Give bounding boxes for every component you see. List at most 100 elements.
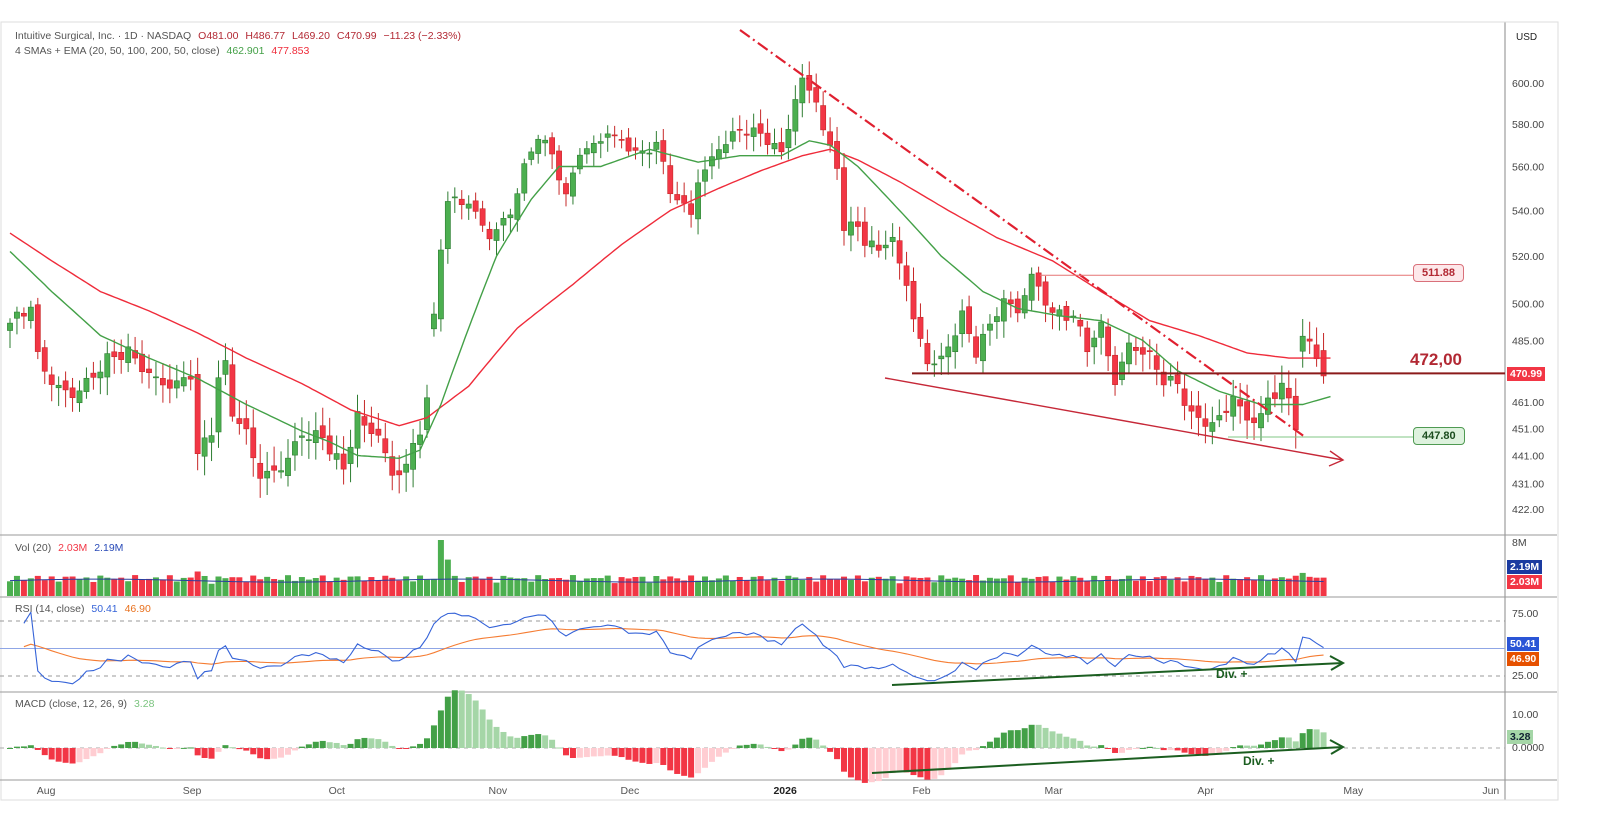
macd-bar [396,748,403,749]
volume-bar [750,576,757,596]
volume-legend[interactable]: Vol (20) 2.03M 2.19M [15,542,127,554]
volume-bar [868,577,875,596]
macd-bar [389,745,396,748]
volume-bar [139,579,146,596]
macd-bar [215,748,222,752]
volume-bar [1223,575,1230,596]
candle [841,167,847,231]
candle [424,397,430,430]
volume-bar [298,577,305,596]
price-axis-label: 580.00 [1512,119,1544,131]
macd-bar [945,748,952,770]
candle [820,105,827,131]
candle [333,453,340,460]
volume-bar [437,540,444,596]
currency-label[interactable]: USD [1516,32,1538,43]
candle [305,439,312,441]
candle [889,236,896,242]
candle [563,183,569,195]
volume-bar [1244,577,1251,596]
rsi-legend[interactable]: RSI (14, close) 50.41 46.90 [15,603,155,615]
candle [451,196,458,199]
volume-bar [236,577,243,596]
macd-divergence-line [871,746,1344,774]
volume-bar [556,578,563,596]
candle [854,221,861,227]
candle [917,316,924,339]
macd-bar [1132,748,1139,749]
rsi-label: RSI (14, close) [15,603,85,615]
candle [660,140,667,162]
candle [458,198,465,205]
candle [1153,355,1160,370]
volume-bar [125,581,132,596]
volume-bar [980,580,986,596]
macd-bar [729,748,736,749]
candle [556,150,562,181]
macd-bar [660,748,667,765]
candle [347,446,354,464]
volume-bar [708,580,715,596]
macd-bar [1042,727,1049,748]
macd-bar [632,748,639,762]
volume-bar [486,576,493,596]
candle [1195,405,1202,418]
price-axis: 600.00 580.00 560.00 540.00 520.00 500.00 485.… [1512,78,1544,516]
candle [924,343,931,365]
candle [104,353,111,378]
candle [1313,344,1320,360]
volume-bar [889,576,896,596]
price-axis-label: 600.00 [1512,78,1544,90]
candle [292,441,298,456]
macd-bar [854,748,861,781]
volume-bar [1042,576,1049,596]
rsi-ma-line [23,628,1324,665]
macd-bar [708,748,715,762]
candle [278,470,284,473]
candle [444,201,451,250]
level-447-label[interactable]: 447.80 [1413,427,1465,445]
candle [1202,418,1209,427]
volume-bar [271,579,278,596]
candle [729,131,736,142]
macd-bar [1209,748,1216,756]
candle [479,208,486,226]
volume-bar [639,576,646,596]
macd-bar [312,741,319,748]
macd-bar [695,748,702,774]
candle [368,422,375,434]
volume-bar [500,575,507,596]
volume-bar [1320,577,1327,596]
volume-bar [931,582,938,596]
candle [799,77,806,104]
macd-bar [458,690,465,748]
time-axis-label: Mar [1045,785,1064,797]
volume-bar [681,580,688,596]
candle [215,377,222,433]
volume-bar [229,577,236,596]
level-511-label[interactable]: 511.88 [1413,264,1465,282]
macd-bar [1306,729,1313,748]
macd-bar [750,743,757,748]
macd-legend[interactable]: MACD (close, 12, 26, 9) 3.28 [15,698,158,710]
volume-bar [1258,575,1264,596]
close-value: C470.99 [336,30,377,42]
volume-bar [834,579,841,596]
volume-bar [340,579,347,596]
volume-bar [118,577,125,596]
volume-bar [1216,581,1223,596]
volume-bar [430,578,437,596]
candle [493,229,500,241]
volume-bar [368,577,375,596]
volume-bar [827,579,834,596]
macd-bar [1139,747,1146,749]
level-472-label[interactable]: 472,00 [1410,350,1462,369]
candle [1292,395,1299,430]
candle [34,304,41,352]
rsi-tag: 50.41 [1507,637,1540,651]
candle [632,147,639,151]
candle [667,165,674,195]
indicator-legend[interactable]: 4 SMAs + EMA (20, 50, 100, 200, 50, clos… [15,45,313,57]
macd-bar [993,737,1000,748]
